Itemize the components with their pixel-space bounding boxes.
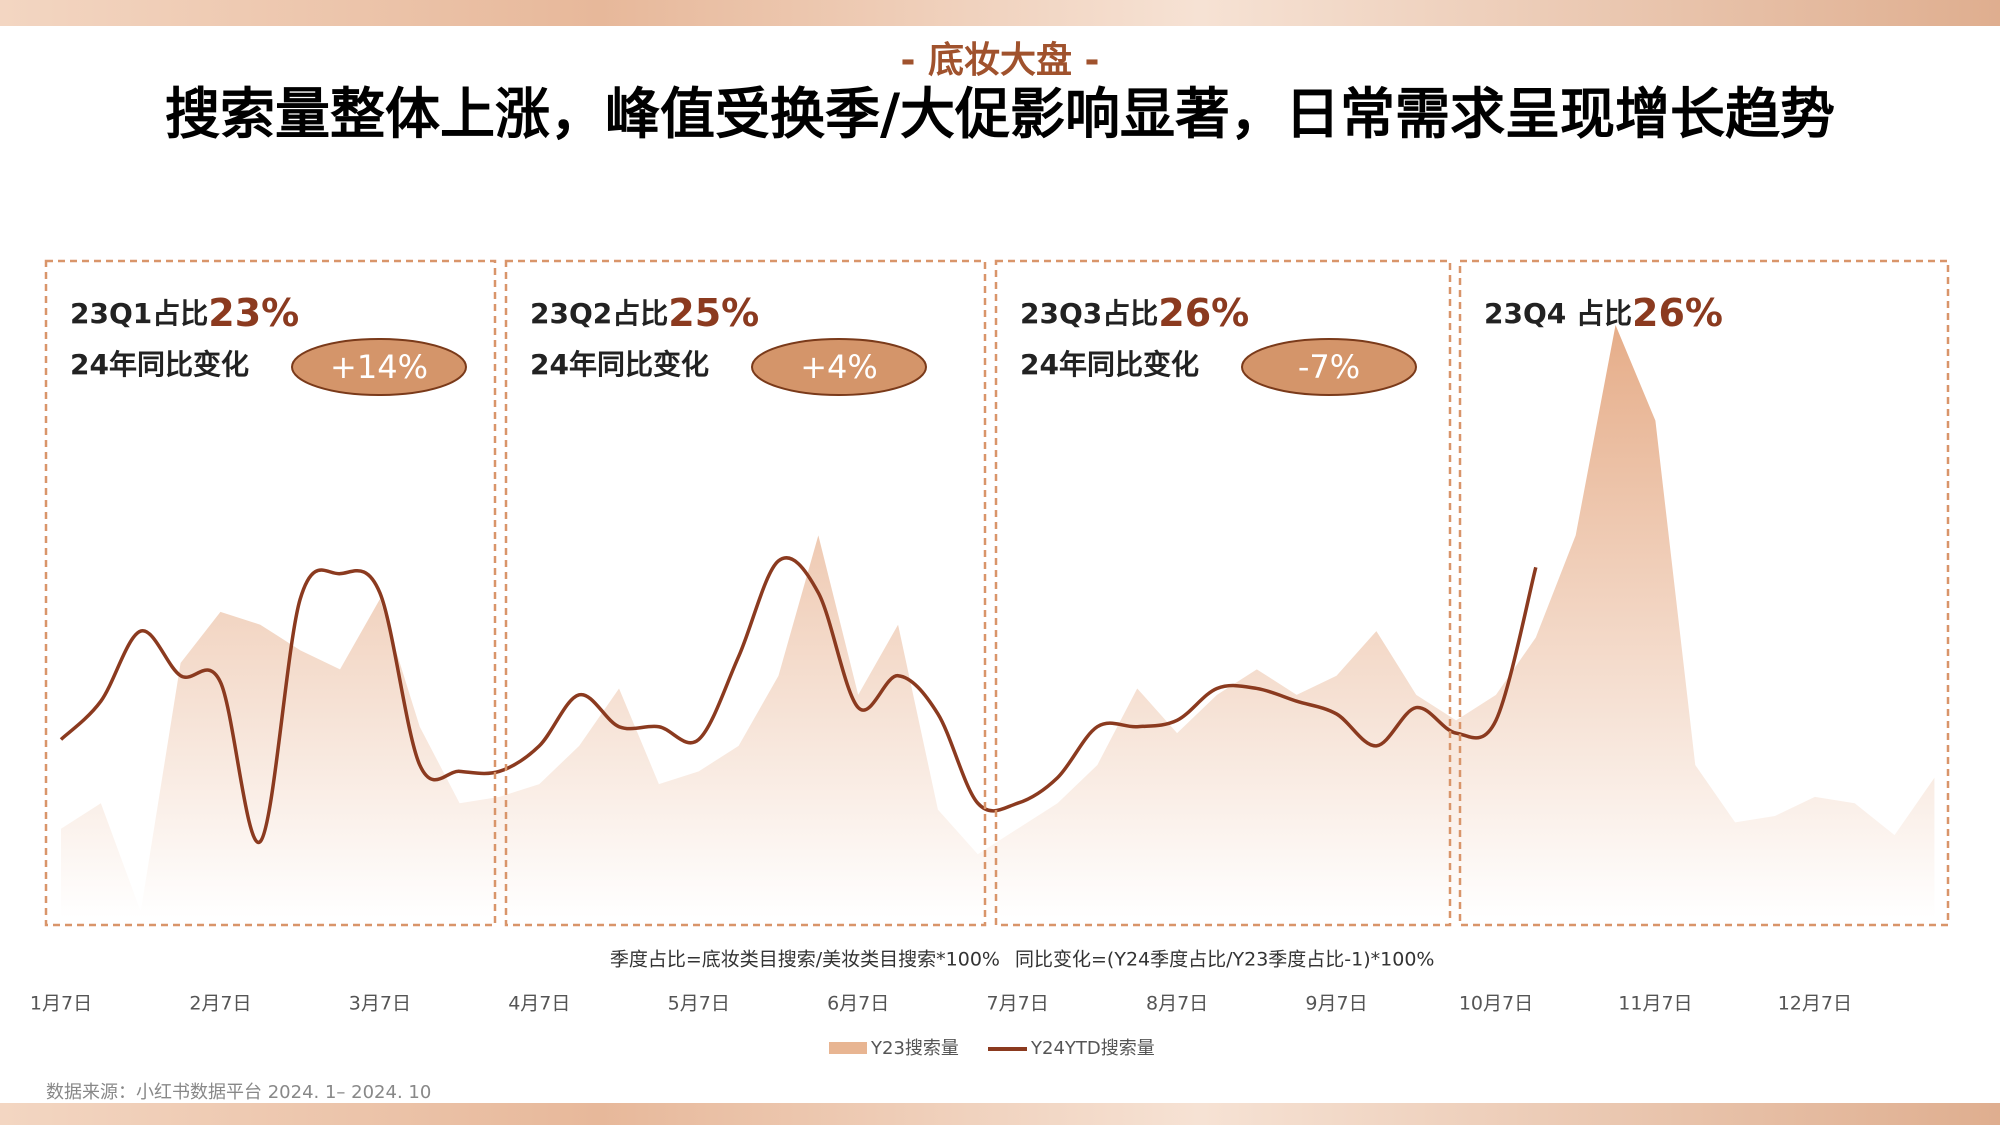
plot: [59, 325, 1935, 918]
line: [59, 556, 1538, 844]
share-label: 23Q3占比: [1020, 297, 1158, 330]
x-tick-label: 12月7日: [1778, 993, 1852, 1015]
panel-box: [504, 259, 987, 927]
source: 数据来源：小红书数据平台 2024. 1– 2024. 10: [46, 1082, 431, 1103]
yoy-badge: [291, 338, 467, 396]
top-band: [0, 0, 2000, 26]
x-tick-label: 7月7日: [987, 993, 1049, 1015]
share-label: 23Q4 占比: [1484, 297, 1632, 330]
x-tick-label: 2月7日: [189, 993, 251, 1015]
x-tick-label: 10月7日: [1459, 993, 1533, 1015]
legend-label: Y23搜索量: [870, 1038, 959, 1059]
share-label: 23Q1占比: [70, 297, 208, 330]
x-tick-label: 6月7日: [827, 993, 889, 1015]
panel-share: 23Q1占比23%: [70, 291, 299, 335]
yoy-badge: [751, 338, 927, 396]
panel-box: [994, 259, 1452, 927]
yoy-value: -7%: [1298, 348, 1360, 386]
panel-share: 23Q4 占比26%: [1484, 291, 1723, 335]
note: 同比变化=(Y24季度占比/Y23季度占比-1)*100%: [1015, 949, 1434, 971]
share-value: 23%: [208, 291, 299, 335]
yoy-value: +14%: [330, 348, 428, 386]
x-tick-label: 8月7日: [1146, 993, 1208, 1015]
panel-share: 23Q3占比26%: [1020, 291, 1249, 335]
x-tick-label: 5月7日: [668, 993, 730, 1015]
x-tick-label: 9月7日: [1305, 993, 1367, 1015]
title: 搜索量整体上涨，峰值受换季/大促影响显著，日常需求呈现增长趋势: [165, 82, 1835, 146]
share-value: 26%: [1632, 291, 1723, 335]
subtitle: - 底妆大盘 -: [901, 39, 1100, 81]
yoy-label: 24年同比变化: [530, 348, 709, 381]
legend-swatch: [829, 1042, 867, 1054]
legend-label: Y24YTD搜索量: [1030, 1038, 1155, 1059]
bottom-band: [0, 1103, 2000, 1125]
x-tick-label: 1月7日: [30, 993, 92, 1015]
area: [61, 325, 1935, 918]
x-tick-label: 4月7日: [508, 993, 570, 1015]
note: 季度占比=底妆类目搜索/美妆类目搜索*100%: [610, 949, 1000, 971]
yoy-value: +4%: [800, 348, 878, 386]
share-value: 25%: [668, 291, 759, 335]
panel-share: 23Q2占比25%: [530, 291, 759, 335]
x-tick-label: 11月7日: [1618, 993, 1692, 1015]
yoy-label: 24年同比变化: [70, 348, 249, 381]
share-label: 23Q2占比: [530, 297, 668, 330]
share-value: 26%: [1158, 291, 1249, 335]
x-tick-label: 3月7日: [349, 993, 411, 1015]
panel-box: [1458, 259, 1950, 927]
panel-box: [44, 259, 497, 927]
yoy-badge: [1241, 338, 1417, 396]
yoy-label: 24年同比变化: [1020, 348, 1199, 381]
